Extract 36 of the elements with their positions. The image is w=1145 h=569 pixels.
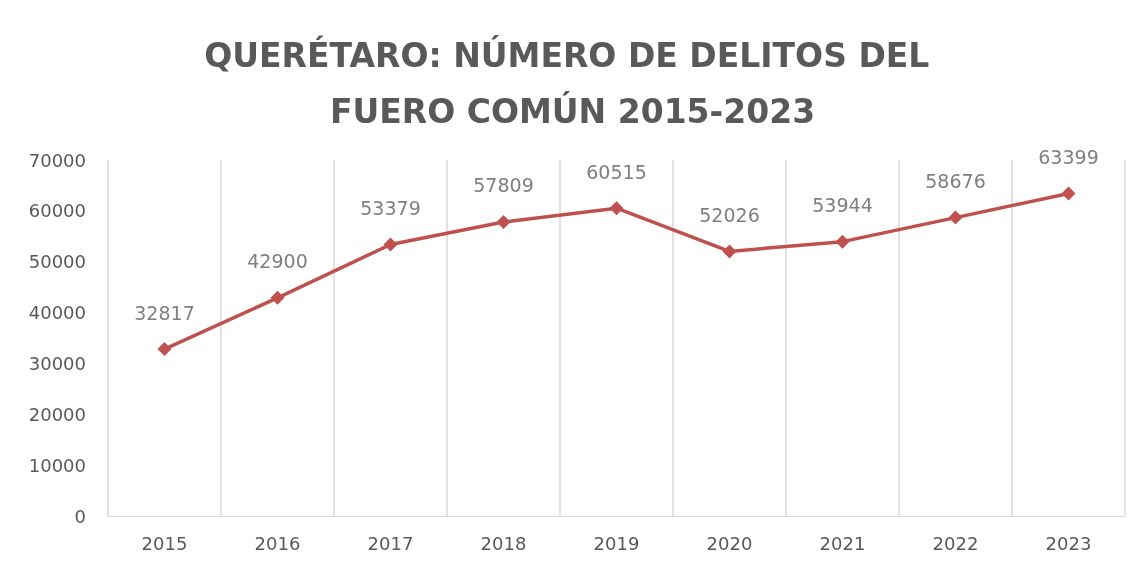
y-tick-label: 60000 [28, 200, 86, 222]
x-tick-label: 2019 [593, 532, 640, 554]
y-tick-label: 50000 [28, 251, 86, 273]
data-label: 32817 [134, 301, 195, 324]
x-tick-label: 2020 [706, 532, 753, 554]
data-label: 53379 [360, 197, 421, 220]
chart-title: QUERÉTARO: NÚMERO DE DELITOS DEL FUERO COMÚN 2015-2023 [204, 34, 941, 131]
point [157, 342, 172, 357]
y-tick-label: 30000 [28, 352, 86, 374]
point [270, 290, 285, 305]
x-tick-label: 2023 [1045, 532, 1092, 554]
data-label: 58676 [925, 170, 986, 193]
y-tick-label: 0 [74, 505, 86, 527]
point [609, 201, 624, 216]
y-tick-label: 10000 [28, 454, 86, 476]
y-tick-label: 20000 [28, 403, 86, 425]
point [835, 234, 850, 249]
y-tick-label: 70000 [28, 149, 86, 171]
y-tick-label: 40000 [28, 302, 86, 324]
data-label: 57809 [473, 174, 534, 197]
x-tick-label: 2017 [367, 532, 414, 554]
data-label: 60515 [586, 160, 647, 183]
data-label: 63399 [1038, 146, 1099, 169]
point [948, 210, 963, 225]
point [496, 215, 511, 229]
x-tick-label: 2015 [141, 532, 188, 554]
point [722, 244, 737, 259]
data-label: 53944 [812, 194, 873, 217]
data-label: 52026 [699, 203, 760, 226]
data-label: 42900 [247, 250, 308, 273]
x-tick-label: 2022 [932, 532, 979, 554]
x-tick-label: 2016 [254, 532, 301, 554]
x-tick-label: 2018 [480, 532, 527, 554]
point [1061, 186, 1076, 201]
x-tick-label: 2021 [819, 532, 866, 554]
point [383, 237, 398, 252]
